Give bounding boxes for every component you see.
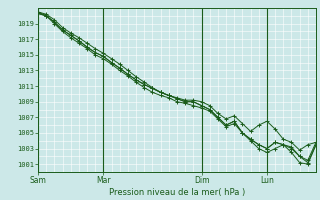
X-axis label: Pression niveau de la mer( hPa ): Pression niveau de la mer( hPa ) (109, 188, 245, 197)
